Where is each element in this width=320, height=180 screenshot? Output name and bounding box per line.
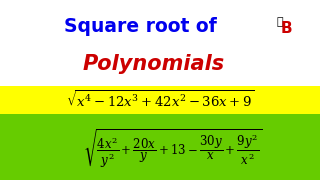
Bar — [0, 86, 320, 114]
Text: $\mathbf{B}$: $\mathbf{B}$ — [280, 20, 293, 36]
Bar — [0, 114, 320, 180]
Text: Polynomials: Polynomials — [83, 54, 225, 74]
Text: Square root of: Square root of — [64, 17, 217, 36]
Text: 🎓: 🎓 — [277, 17, 283, 28]
Text: $\sqrt{x^4 - 12x^3 + 42x^2 - 36x + 9}$: $\sqrt{x^4 - 12x^3 + 42x^2 - 36x + 9}$ — [66, 90, 254, 110]
Text: $\sqrt{\dfrac{4x^2}{y^2} + \dfrac{20x}{y} + 13 - \dfrac{30y}{x} + \dfrac{9y^2}{x: $\sqrt{\dfrac{4x^2}{y^2} + \dfrac{20x}{y… — [83, 128, 262, 169]
Bar — [0, 0, 320, 86]
